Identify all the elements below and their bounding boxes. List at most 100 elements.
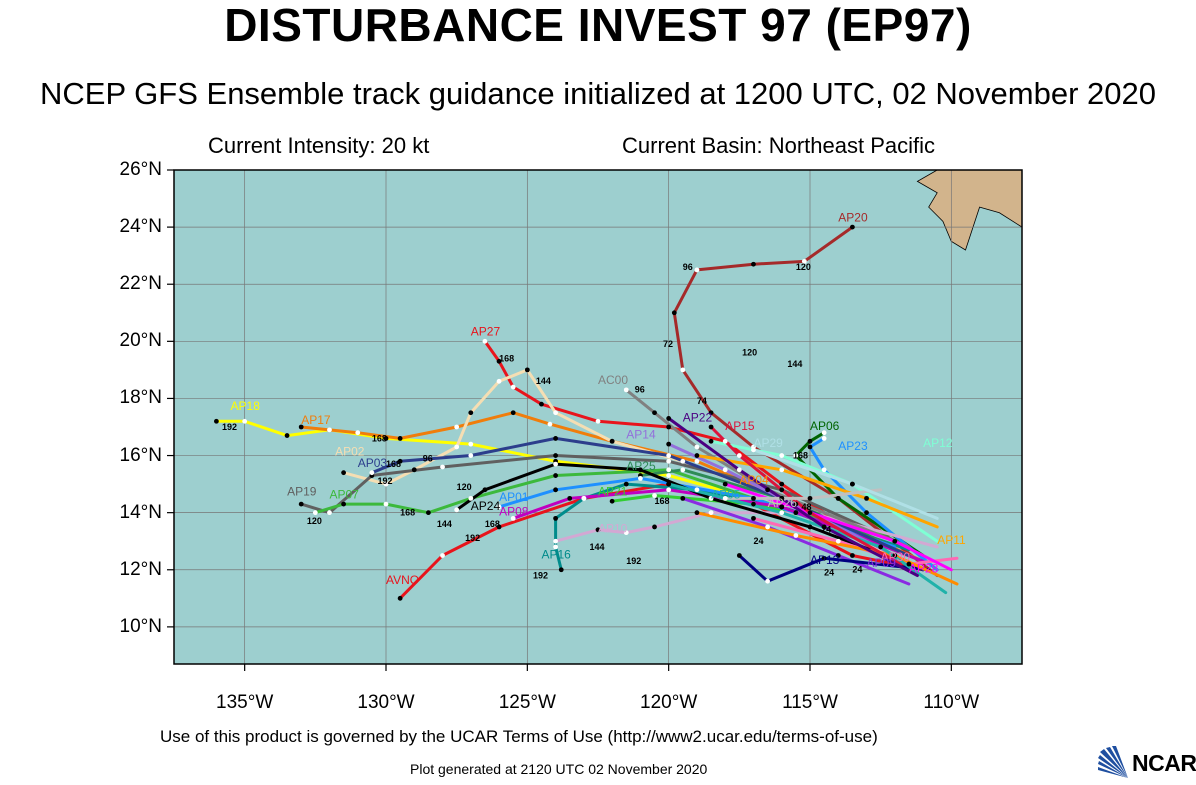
track-point	[751, 501, 756, 507]
map-title: DISTURBANCE INVEST 97 (EP97)	[224, 0, 972, 51]
track-label-ap28: AP28	[909, 562, 939, 576]
track-label-ap30: AP30	[881, 550, 911, 564]
track-point	[496, 524, 502, 530]
track-point	[850, 481, 855, 487]
track-point	[440, 553, 445, 558]
track-point	[779, 487, 785, 493]
ncar-logo-text: NCAR	[1132, 750, 1196, 776]
track-point	[864, 495, 869, 501]
track-point	[623, 530, 629, 536]
track-point	[652, 524, 657, 530]
track-point	[553, 461, 558, 467]
track-label-ap07: AP07	[329, 487, 359, 501]
track-point	[496, 504, 502, 510]
track-label-ap18: AP18	[231, 399, 261, 413]
track-point	[680, 495, 686, 501]
track-ap20	[672, 225, 939, 577]
forecast-hour-label: 24	[824, 567, 834, 577]
current-intensity: Current Intensity: 20 kt	[208, 133, 430, 158]
track-point	[765, 578, 770, 584]
time-mark-layer	[214, 224, 912, 601]
track-label-ap23: AP23	[838, 439, 868, 453]
track-point	[807, 495, 813, 501]
track-point	[652, 493, 657, 498]
track-point	[666, 458, 672, 464]
forecast-hour-label: 144	[590, 542, 605, 552]
track-point	[722, 495, 728, 501]
track-label-ap03: AP03	[358, 456, 388, 470]
track-ap04	[695, 511, 959, 586]
track-label-ap09: AP09	[867, 556, 897, 570]
track-label-ap26: AP26	[768, 496, 798, 510]
track-point	[807, 444, 813, 450]
track-point	[553, 487, 558, 493]
longitude-label: 120°W	[640, 692, 698, 713]
forecast-hour-label: 48	[802, 502, 812, 512]
track-point	[694, 444, 700, 450]
track-label-avno: AVNO	[386, 573, 419, 587]
track-point	[892, 538, 898, 544]
track-point	[835, 495, 841, 501]
tick-layer	[167, 169, 952, 671]
track-point	[666, 481, 672, 487]
forecast-hour-label: 168	[499, 353, 514, 363]
latitude-label: 24°N	[119, 216, 162, 238]
track-label-ap24: AP24	[471, 499, 501, 513]
track-point	[397, 595, 403, 601]
track-point	[214, 418, 219, 424]
track-point	[736, 553, 742, 558]
forecast-hour-label: 168	[793, 450, 808, 460]
track-point	[553, 453, 558, 458]
track-point	[708, 410, 714, 416]
track-point	[722, 481, 728, 487]
track-point	[369, 470, 375, 476]
track-ap09	[681, 496, 911, 586]
track-label-ap19: AP19	[287, 485, 317, 499]
forecast-hour-label: 120	[307, 516, 322, 526]
track-point	[298, 501, 304, 507]
track-point	[496, 378, 502, 384]
forecast-hour-label: 168	[655, 496, 670, 506]
track-label-ap17: AP17	[301, 413, 331, 427]
track-label-ap10: AP10	[598, 522, 628, 536]
latitude-label: 12°N	[119, 558, 162, 580]
track-point	[666, 441, 672, 447]
track-point	[807, 524, 813, 530]
longitude-label: 130°W	[357, 692, 415, 713]
track-ap12	[709, 439, 939, 543]
track-label-ap01: AP01	[499, 490, 529, 504]
track-point	[638, 475, 643, 481]
latitude-label: 16°N	[119, 444, 162, 466]
terms-of-use: Use of this product is governed by the U…	[160, 727, 878, 746]
ncar-fan-icon	[1098, 746, 1128, 778]
forecast-hour-label: 192	[533, 570, 548, 580]
track-point	[765, 524, 770, 530]
track-point	[779, 510, 785, 516]
track-ap11	[695, 454, 939, 529]
longitude-label: 125°W	[498, 692, 556, 713]
latitude-label: 18°N	[119, 387, 162, 409]
track-point	[553, 473, 558, 478]
track-point	[722, 438, 728, 444]
track-label-ap13: AP13	[810, 553, 840, 567]
track-point	[807, 438, 813, 444]
track-point	[242, 418, 248, 424]
track-point	[765, 487, 770, 493]
track-point	[708, 424, 714, 430]
track-point	[864, 510, 869, 516]
latitude-label: 22°N	[119, 273, 162, 295]
forecast-hour-label: 96	[683, 262, 693, 272]
track-point	[671, 310, 677, 316]
track-point	[835, 538, 841, 544]
track-point	[821, 555, 827, 561]
track-ap17	[299, 411, 925, 563]
track-point	[327, 427, 332, 433]
track-point	[708, 438, 714, 444]
track-point	[341, 470, 346, 476]
ncar-logo: NCAR	[1098, 746, 1196, 780]
track-point	[694, 458, 700, 464]
track-ap13	[737, 554, 931, 583]
track-point	[510, 410, 516, 416]
track-point	[341, 501, 346, 507]
current-basin: Current Basin: Northeast Pacific	[622, 133, 936, 158]
